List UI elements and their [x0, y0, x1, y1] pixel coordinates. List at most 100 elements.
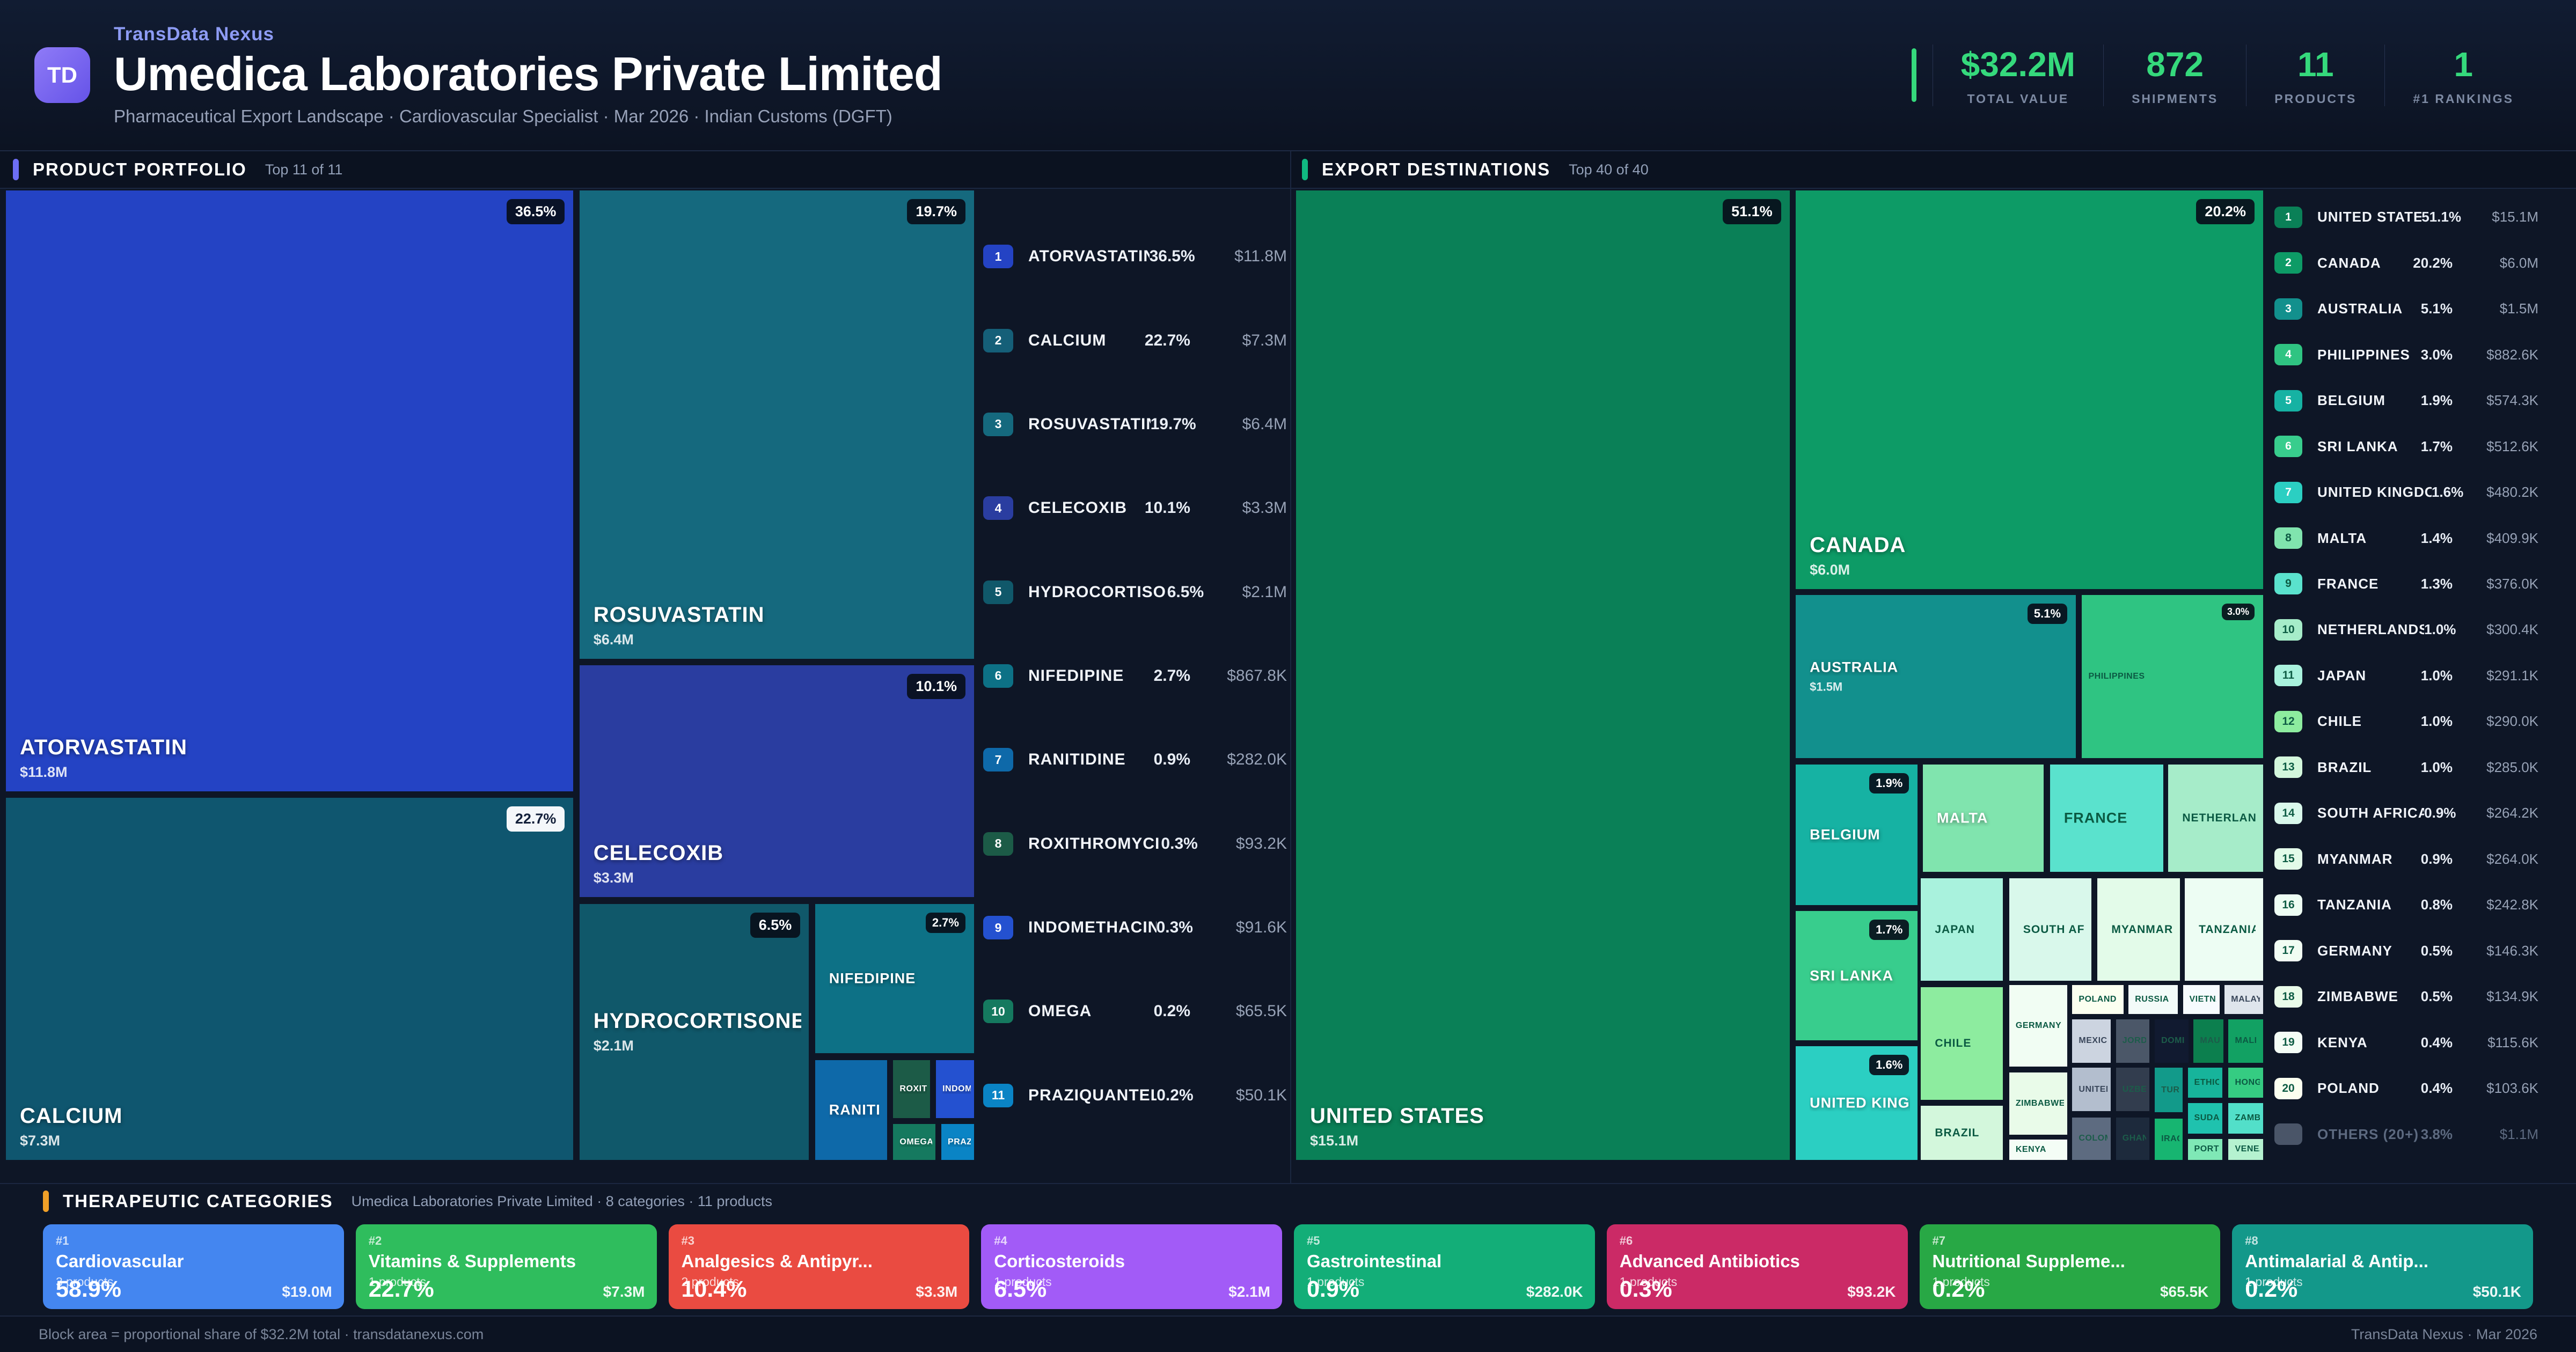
- treemap-tile-jordan[interactable]: JORDAN: [2114, 1017, 2151, 1064]
- category-card-cardiovascular[interactable]: #1 Cardiovascular 3 products 58.9% $19.0M: [43, 1224, 344, 1309]
- treemap-tile-omega[interactable]: OMEGA: [891, 1122, 937, 1162]
- country-row-chile[interactable]: 12 CHILE 1.0% $290.0K: [2274, 699, 2538, 744]
- country-row-tanzania[interactable]: 16 TANZANIA 0.8% $242.8K: [2274, 882, 2538, 928]
- treemap-tile-celecoxib[interactable]: 10.1% CELECOXIB $3.3M: [577, 663, 976, 899]
- category-card-analgesics-antipyr[interactable]: #3 Analgesics & Antipyr... 2 products 10.4%…: [668, 1224, 970, 1309]
- treemap-tile-rosuvastatin[interactable]: 19.7% ROSUVASTATIN $6.4M: [577, 189, 976, 661]
- treemap-tile-tanzania[interactable]: TANZANIA: [2183, 876, 2265, 983]
- treemap-tile-uzbekistan[interactable]: UZBEKISTAN: [2114, 1066, 2151, 1113]
- country-row-south-africa[interactable]: 14 SOUTH AFRICA 0.9% $264.2K: [2274, 790, 2538, 836]
- category-card-gastrointestinal[interactable]: #5 Gastrointestinal 1 products 0.9% $282.0K: [1294, 1224, 1595, 1309]
- treemap-tile-brazil[interactable]: BRAZIL: [1919, 1104, 2005, 1162]
- country-row-australia[interactable]: 3 AUSTRALIA 5.1% $1.5M: [2274, 286, 2538, 332]
- category-card-antimalarial-antip[interactable]: #8 Antimalarial & Antip... 1 products 0.2% $…: [2232, 1224, 2533, 1309]
- country-row-germany[interactable]: 17 GERMANY 0.5% $146.3K: [2274, 928, 2538, 974]
- product-row-praziquantel[interactable]: 11 PRAZIQUANTEL 0.2% $50.1K: [983, 1054, 1287, 1137]
- treemap-tile-vietnam[interactable]: VIETNAM: [2181, 983, 2221, 1016]
- treemap-tile-calcium[interactable]: 22.7% CALCIUM $7.3M: [4, 796, 575, 1162]
- country-row-malta[interactable]: 8 MALTA 1.4% $409.9K: [2274, 515, 2538, 561]
- treemap-tile-ghana[interactable]: GHANA: [2114, 1115, 2151, 1162]
- category-value-gastrointestinal: $282.0K: [1526, 1283, 1583, 1300]
- treemap-tile-colombia[interactable]: COLOMBIA: [2070, 1115, 2113, 1162]
- treemap-tile-portugal[interactable]: PORTUGAL: [2186, 1137, 2224, 1162]
- treemap-tile-sudan[interactable]: SUDAN: [2186, 1101, 2224, 1136]
- treemap-tile-myanmar[interactable]: MYANMAR: [2096, 876, 2182, 983]
- treemap-tile-nifedipine[interactable]: 2.7% NIFEDIPINE: [813, 902, 976, 1055]
- treemap-tile-zambia[interactable]: ZAMBIA: [2227, 1101, 2265, 1136]
- brand-logo: TD: [34, 47, 90, 103]
- treemap-tile-kenya[interactable]: KENYA: [2007, 1138, 2069, 1162]
- rank-badge-atorvastatin: 1: [983, 245, 1013, 269]
- country-row-united-kingdom[interactable]: 7 UNITED KINGDOM1.6% $480.2K: [2274, 469, 2538, 515]
- product-row-indomethacin[interactable]: 9 INDOMETHACIN 0.3% $91.6K: [983, 886, 1287, 969]
- treemap-tile-atorvastatin[interactable]: 36.5% ATORVASTATIN $11.8M: [4, 189, 575, 793]
- treemap-tile-malaysia[interactable]: MALAYSIA: [2223, 983, 2265, 1016]
- treemap-tile-ethiopia[interactable]: ETHIOPIA: [2186, 1066, 2224, 1099]
- treemap-tile-roxithromycin[interactable]: ROXITHROMYCIN: [891, 1058, 932, 1120]
- treemap-tile-australia[interactable]: 5.1% AUSTRALIA $1.5M: [1794, 593, 2078, 760]
- treemap-tile-mexico[interactable]: MEXICO: [2070, 1017, 2113, 1064]
- country-row-others-20[interactable]: OTHERS (20+) 3.8% $1.1M: [2274, 1111, 2538, 1157]
- product-row-omega[interactable]: 10 OMEGA 0.2% $65.5K: [983, 969, 1287, 1053]
- treemap-tile-hydrocortisone[interactable]: 6.5% HYDROCORTISONE $2.1M: [577, 902, 811, 1162]
- treemap-tile-iraq[interactable]: IRAQ: [2153, 1116, 2184, 1162]
- treemap-tile-united-arab-emir[interactable]: UNITED ARAB EMIR...: [2070, 1066, 2113, 1113]
- country-row-poland[interactable]: 20 POLAND 0.4% $103.6K: [2274, 1066, 2538, 1111]
- treemap-tile-south-africa[interactable]: SOUTH AFRICA: [2007, 876, 2093, 983]
- country-row-united-states[interactable]: 1 UNITED STATES 51.1% $15.1M: [2274, 194, 2538, 240]
- country-row-brazil[interactable]: 13 BRAZIL 1.0% $285.0K: [2274, 745, 2538, 790]
- country-row-belgium[interactable]: 5 BELGIUM 1.9% $574.3K: [2274, 378, 2538, 423]
- export-destinations-subtitle: Top 40 of 40: [1569, 161, 1649, 178]
- product-row-roxithromycin[interactable]: 8 ROXITHROMYCIN 0.3% $93.2K: [983, 802, 1287, 886]
- country-row-zimbabwe[interactable]: 18 ZIMBABWE 0.5% $134.9K: [2274, 974, 2538, 1019]
- product-row-rosuvastatin[interactable]: 3 ROSUVASTATIN 19.7% $6.4M: [983, 383, 1287, 466]
- country-row-philippines[interactable]: 4 PHILIPPINES 3.0% $882.6K: [2274, 332, 2538, 377]
- product-row-nifedipine[interactable]: 6 NIFEDIPINE 2.7% $867.8K: [983, 634, 1287, 718]
- country-row-japan[interactable]: 11 JAPAN 1.0% $291.1K: [2274, 653, 2538, 699]
- country-row-france[interactable]: 9 FRANCE 1.3% $376.0K: [2274, 561, 2538, 607]
- row-value-united-kingdom: $480.2K: [2486, 484, 2538, 501]
- product-row-atorvastatin[interactable]: 1 ATORVASTATIN 36.5% $11.8M: [983, 215, 1287, 298]
- category-name-antimalarial-antip: Antimalarial & Antip...: [2245, 1251, 2428, 1271]
- treemap-tile-canada[interactable]: 20.2% CANADA $6.0M: [1794, 189, 2265, 591]
- treemap-tile-sri-lanka[interactable]: 1.7% SRI LANKA: [1794, 909, 1920, 1042]
- category-pct-vitamins-supplements: 22.7%: [368, 1276, 434, 1302]
- treemap-tile-hong-kong[interactable]: HONG KONG: [2227, 1066, 2265, 1099]
- treemap-tile-dominican-rep[interactable]: DOMINICAN REP...: [2153, 1017, 2190, 1064]
- treemap-tile-turkey[interactable]: TURKEY: [2153, 1066, 2184, 1114]
- country-row-myanmar[interactable]: 15 MYANMAR 0.9% $264.0K: [2274, 836, 2538, 882]
- treemap-tile-malta[interactable]: MALTA: [1921, 762, 2046, 874]
- country-row-sri-lanka[interactable]: 6 SRI LANKA 1.7% $512.6K: [2274, 423, 2538, 469]
- category-card-nutritional-suppleme[interactable]: #7 Nutritional Suppleme... 1 products 0.2% $…: [1919, 1224, 2221, 1309]
- treemap-tile-indomethacin[interactable]: INDOMETHACIN: [934, 1058, 976, 1120]
- product-row-hydrocortisone[interactable]: 5 HYDROCORTISONE6.5% $2.1M: [983, 550, 1287, 634]
- treemap-tile-chile[interactable]: CHILE: [1919, 985, 2005, 1101]
- treemap-tile-russia[interactable]: RUSSIA: [2127, 983, 2179, 1016]
- treemap-tile-germany[interactable]: GERMANY: [2007, 983, 2069, 1068]
- treemap-tile-france[interactable]: FRANCE: [2048, 762, 2165, 874]
- treemap-tile-zimbabwe[interactable]: ZIMBABWE: [2007, 1071, 2069, 1136]
- treemap-tile-united-states[interactable]: 51.1% UNITED STATES $15.1M: [1294, 189, 1791, 1162]
- country-row-canada[interactable]: 2 CANADA 20.2% $6.0M: [2274, 240, 2538, 285]
- category-name-corticosteroids: Corticosteroids: [994, 1251, 1125, 1271]
- treemap-tile-netherlands[interactable]: NETHERLANDS: [2167, 762, 2265, 874]
- category-card-corticosteroids[interactable]: #4 Corticosteroids 1 products 6.5% $2.1M: [981, 1224, 1282, 1309]
- treemap-tile-poland[interactable]: POLAND: [2070, 983, 2125, 1016]
- country-row-netherlands[interactable]: 10 NETHERLANDS 1.0% $300.4K: [2274, 607, 2538, 652]
- treemap-tile-belgium[interactable]: 1.9% BELGIUM: [1794, 762, 1920, 907]
- treemap-tile-ranitidine[interactable]: RANITIDINE: [813, 1058, 889, 1162]
- product-row-calcium[interactable]: 2 CALCIUM 22.7% $7.3M: [983, 298, 1287, 382]
- treemap-tile-praziquantel[interactable]: PRAZIQUANTEL: [940, 1122, 976, 1162]
- treemap-tile-philippines[interactable]: 3.0% PHILIPPINES: [2080, 593, 2265, 760]
- country-row-kenya[interactable]: 19 KENYA 0.4% $115.6K: [2274, 1019, 2538, 1065]
- category-card-advanced-antibiotics[interactable]: #6 Advanced Antibiotics 1 products 0.3% $93.…: [1606, 1224, 1908, 1309]
- treemap-tile-mauritius[interactable]: MAURITIUS: [2192, 1017, 2225, 1064]
- treemap-tile-mali[interactable]: MALI: [2227, 1017, 2265, 1064]
- product-row-ranitidine[interactable]: 7 RANITIDINE 0.9% $282.0K: [983, 718, 1287, 802]
- treemap-tile-united-kingdom[interactable]: 1.6% UNITED KINGDOM: [1794, 1045, 1920, 1162]
- tile-label-brazil: BRAZIL: [1935, 1127, 1995, 1140]
- category-card-vitamins-supplements[interactable]: #2 Vitamins & Supplements 1 products 22.7% $…: [355, 1224, 657, 1309]
- treemap-tile-venezuela[interactable]: VENEZUELA: [2227, 1137, 2265, 1162]
- product-row-celecoxib[interactable]: 4 CELECOXIB 10.1% $3.3M: [983, 466, 1287, 550]
- treemap-tile-japan[interactable]: JAPAN: [1919, 876, 2005, 983]
